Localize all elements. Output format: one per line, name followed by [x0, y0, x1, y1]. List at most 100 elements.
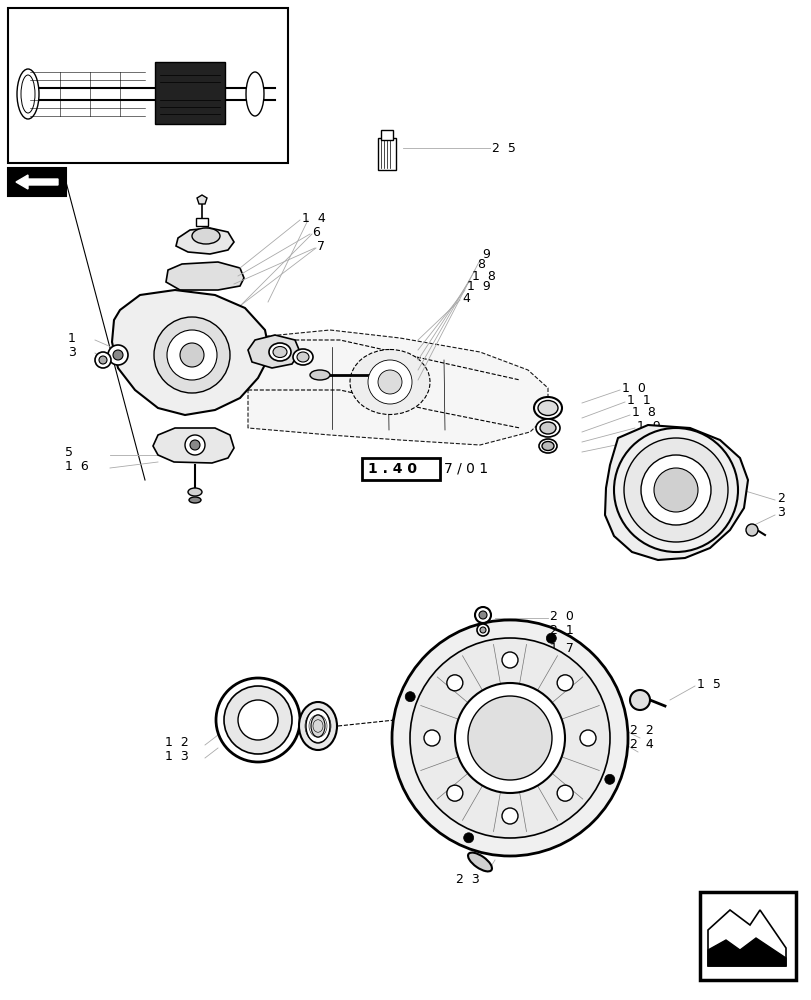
Text: 6: 6 [311, 226, 320, 238]
Ellipse shape [539, 439, 556, 453]
Circle shape [224, 686, 292, 754]
Text: 4: 4 [642, 432, 649, 444]
Ellipse shape [388, 371, 401, 379]
Circle shape [613, 428, 737, 552]
Bar [155, 62, 225, 124]
Circle shape [405, 692, 414, 702]
Polygon shape [707, 938, 785, 966]
Circle shape [216, 678, 299, 762]
Text: 2  3: 2 3 [456, 874, 479, 886]
Ellipse shape [467, 853, 491, 871]
Text: 2  4: 2 4 [629, 738, 653, 750]
Ellipse shape [272, 347, 286, 358]
Ellipse shape [310, 370, 329, 380]
Circle shape [546, 633, 556, 643]
Circle shape [378, 370, 401, 394]
Ellipse shape [535, 419, 560, 437]
Ellipse shape [539, 422, 556, 434]
Text: 3: 3 [68, 346, 75, 359]
Circle shape [446, 785, 462, 801]
Circle shape [640, 455, 710, 525]
Circle shape [556, 675, 573, 691]
Polygon shape [707, 910, 785, 966]
Circle shape [454, 683, 564, 793]
Bar [195, 218, 208, 226]
Ellipse shape [541, 442, 553, 450]
Circle shape [238, 700, 277, 740]
Text: 1  1: 1 1 [626, 393, 650, 406]
Ellipse shape [293, 349, 312, 365]
Text: 7: 7 [316, 239, 324, 252]
Circle shape [154, 317, 230, 393]
Circle shape [446, 675, 462, 691]
Circle shape [501, 652, 517, 668]
Polygon shape [16, 175, 58, 189]
Ellipse shape [298, 702, 337, 750]
Text: 1  2: 1 2 [165, 736, 188, 750]
Bar [380, 130, 393, 140]
Bar [8, 168, 66, 196]
Circle shape [367, 360, 411, 404]
Text: 9: 9 [482, 247, 489, 260]
Polygon shape [176, 228, 234, 254]
Text: 1: 1 [68, 332, 75, 344]
Circle shape [95, 352, 111, 368]
Circle shape [501, 808, 517, 824]
Text: 1  8: 1 8 [471, 269, 496, 282]
Circle shape [629, 690, 649, 710]
Bar [362, 458, 440, 480]
Circle shape [99, 356, 107, 364]
Bar [699, 892, 795, 980]
Ellipse shape [191, 228, 220, 244]
Circle shape [623, 438, 727, 542]
Circle shape [180, 343, 204, 367]
Bar [378, 138, 396, 170]
Circle shape [190, 440, 200, 450]
Text: 1  9: 1 9 [466, 280, 490, 294]
Polygon shape [197, 195, 207, 204]
Text: 5: 5 [65, 446, 73, 460]
Text: 1  8: 1 8 [631, 406, 655, 420]
Ellipse shape [188, 488, 202, 496]
Text: 1  0: 1 0 [621, 381, 645, 394]
Ellipse shape [538, 400, 557, 416]
Ellipse shape [311, 715, 324, 737]
Ellipse shape [350, 350, 430, 414]
Circle shape [745, 524, 757, 536]
Bar [8, 8, 288, 163]
Text: 2  5: 2 5 [491, 142, 515, 155]
Ellipse shape [268, 343, 290, 361]
Polygon shape [604, 425, 747, 560]
Circle shape [410, 638, 609, 838]
Circle shape [167, 330, 217, 380]
Circle shape [579, 730, 595, 746]
Text: 3: 3 [776, 506, 784, 520]
Ellipse shape [297, 352, 309, 362]
Text: 1  7: 1 7 [549, 642, 573, 654]
Ellipse shape [246, 72, 264, 116]
Text: 2  1: 2 1 [549, 624, 573, 637]
Text: 1  5: 1 5 [696, 678, 720, 690]
Polygon shape [152, 428, 234, 463]
Ellipse shape [189, 497, 201, 503]
Circle shape [604, 774, 614, 784]
Circle shape [463, 833, 473, 843]
Circle shape [478, 611, 487, 619]
Ellipse shape [17, 69, 39, 119]
Circle shape [392, 620, 627, 856]
Text: 2: 2 [776, 491, 784, 504]
Text: 1  4: 1 4 [302, 212, 325, 225]
Circle shape [479, 627, 486, 633]
Ellipse shape [21, 75, 35, 113]
Text: 2  0: 2 0 [549, 609, 573, 622]
Circle shape [423, 730, 440, 746]
Polygon shape [247, 335, 299, 368]
Ellipse shape [534, 397, 561, 419]
Polygon shape [112, 290, 270, 415]
Text: 1  3: 1 3 [165, 750, 188, 764]
Text: 1  9: 1 9 [636, 420, 660, 432]
Circle shape [556, 785, 573, 801]
Text: 1  6: 1 6 [65, 460, 88, 474]
Circle shape [476, 624, 488, 636]
Text: 8: 8 [476, 258, 484, 271]
